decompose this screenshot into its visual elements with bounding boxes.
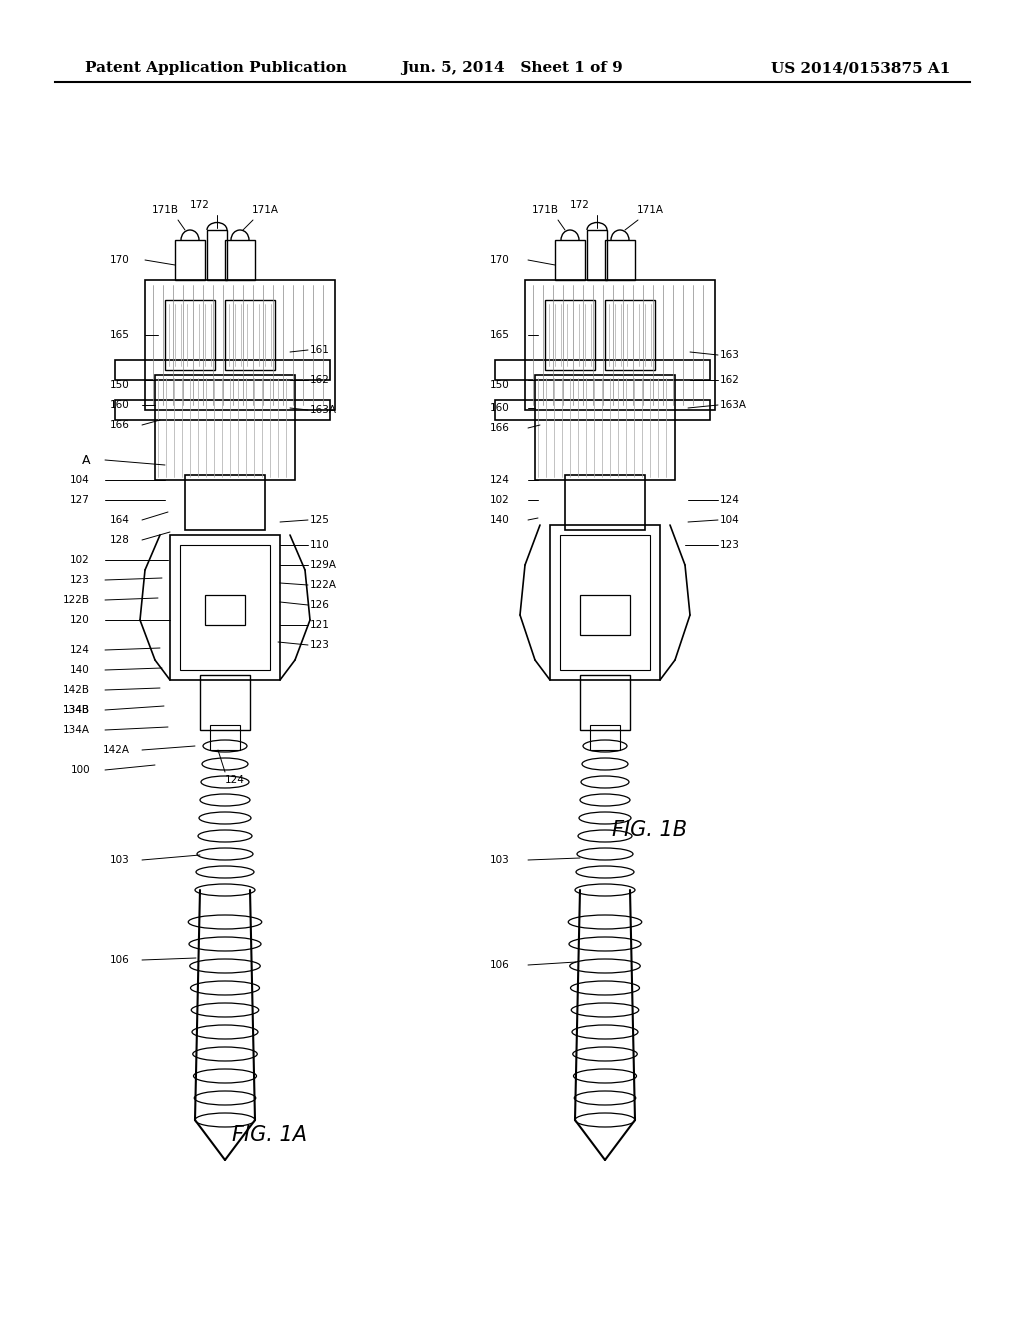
Text: 165: 165 [111, 330, 130, 341]
Text: 164: 164 [111, 515, 130, 525]
Text: Patent Application Publication: Patent Application Publication [85, 61, 347, 75]
Text: 171B: 171B [152, 205, 178, 215]
Bar [535, 375, 675, 480]
Bar [165, 300, 215, 370]
Text: 172: 172 [570, 201, 590, 210]
Text: 150: 150 [490, 380, 510, 389]
Text: 166: 166 [490, 422, 510, 433]
Bar [210, 725, 240, 750]
Text: 102: 102 [490, 495, 510, 506]
Text: 163: 163 [720, 350, 740, 360]
Bar [495, 360, 710, 380]
Text: 160: 160 [490, 403, 510, 413]
Bar [525, 280, 715, 411]
Text: 110: 110 [310, 540, 330, 550]
Text: 121: 121 [310, 620, 330, 630]
Text: 134A: 134A [63, 725, 90, 735]
Bar [605, 240, 635, 280]
Text: 134B: 134B [63, 705, 90, 715]
Bar [175, 240, 205, 280]
Bar [200, 675, 250, 730]
Bar [115, 360, 330, 380]
Text: 166: 166 [111, 420, 130, 430]
Bar [580, 675, 630, 730]
Bar [225, 240, 255, 280]
Bar [145, 280, 335, 411]
Bar [565, 475, 645, 531]
Text: 122A: 122A [310, 579, 337, 590]
Text: 104: 104 [71, 475, 90, 484]
Text: 134B: 134B [63, 705, 90, 715]
Text: 128: 128 [111, 535, 130, 545]
Text: 162: 162 [720, 375, 740, 385]
Bar [207, 230, 227, 280]
Text: 124: 124 [490, 475, 510, 484]
Bar [115, 400, 330, 420]
Text: 163A: 163A [720, 400, 746, 411]
Text: Jun. 5, 2014   Sheet 1 of 9: Jun. 5, 2014 Sheet 1 of 9 [401, 61, 623, 75]
Bar [550, 525, 660, 680]
Text: 122B: 122B [63, 595, 90, 605]
Bar [587, 230, 607, 280]
Bar [560, 535, 650, 671]
Bar [180, 545, 270, 671]
Text: FIG. 1A: FIG. 1A [232, 1125, 307, 1144]
Bar [605, 300, 655, 370]
Text: 127: 127 [70, 495, 90, 506]
Text: 125: 125 [310, 515, 330, 525]
Bar [495, 400, 710, 420]
Text: 150: 150 [111, 380, 130, 389]
Bar [205, 595, 245, 624]
Text: 103: 103 [490, 855, 510, 865]
Text: FIG. 1B: FIG. 1B [612, 820, 687, 840]
Text: 126: 126 [310, 601, 330, 610]
Text: 106: 106 [490, 960, 510, 970]
Bar [590, 725, 620, 750]
Bar [185, 475, 265, 531]
Text: 140: 140 [490, 515, 510, 525]
Text: 123: 123 [310, 640, 330, 649]
Text: 142A: 142A [103, 744, 130, 755]
Bar [545, 300, 595, 370]
Bar [580, 595, 630, 635]
Text: 170: 170 [111, 255, 130, 265]
Text: 103: 103 [111, 855, 130, 865]
Text: 124: 124 [225, 775, 245, 785]
Text: 171A: 171A [637, 205, 664, 215]
Text: 106: 106 [111, 954, 130, 965]
Text: US 2014/0153875 A1: US 2014/0153875 A1 [771, 61, 950, 75]
Text: 162: 162 [310, 375, 330, 385]
Text: 129A: 129A [310, 560, 337, 570]
Text: 171B: 171B [531, 205, 558, 215]
Bar [170, 535, 280, 680]
Text: 123: 123 [720, 540, 740, 550]
Text: 170: 170 [490, 255, 510, 265]
Text: 124: 124 [70, 645, 90, 655]
Text: 161: 161 [310, 345, 330, 355]
Text: 165: 165 [490, 330, 510, 341]
Text: 102: 102 [71, 554, 90, 565]
Bar [155, 375, 295, 480]
Text: 100: 100 [71, 766, 90, 775]
Text: 172: 172 [190, 201, 210, 210]
Text: 140: 140 [71, 665, 90, 675]
Text: 104: 104 [720, 515, 739, 525]
Text: 120: 120 [71, 615, 90, 624]
Bar [225, 300, 275, 370]
Text: 171A: 171A [252, 205, 279, 215]
Text: 163A: 163A [310, 405, 337, 414]
Text: 123: 123 [70, 576, 90, 585]
Text: 124: 124 [720, 495, 740, 506]
Text: A: A [82, 454, 90, 466]
Text: 160: 160 [111, 400, 130, 411]
Text: 142B: 142B [63, 685, 90, 696]
Bar [555, 240, 585, 280]
